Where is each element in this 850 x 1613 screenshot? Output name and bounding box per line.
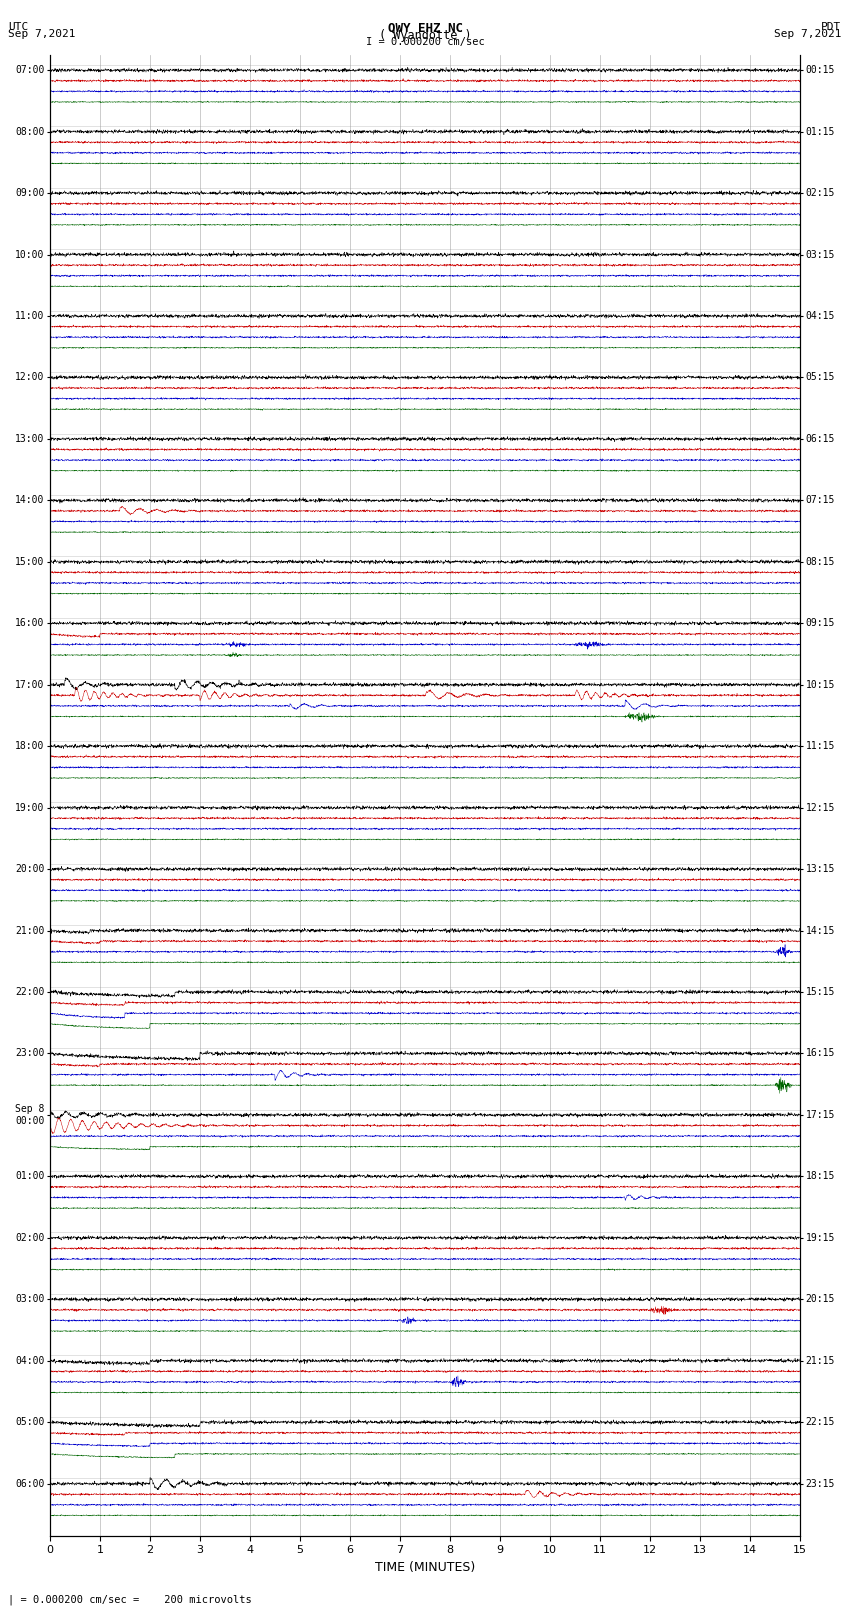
Text: I = 0.000200 cm/sec: I = 0.000200 cm/sec: [366, 37, 484, 47]
Text: QWY EHZ NC: QWY EHZ NC: [388, 23, 462, 35]
Text: ( Wyandotte ): ( Wyandotte ): [379, 29, 471, 42]
X-axis label: TIME (MINUTES): TIME (MINUTES): [375, 1561, 475, 1574]
Text: UTC: UTC: [8, 23, 29, 32]
Text: | = 0.000200 cm/sec =    200 microvolts: | = 0.000200 cm/sec = 200 microvolts: [8, 1594, 252, 1605]
Text: Sep 7,2021: Sep 7,2021: [8, 29, 76, 39]
Text: PDT: PDT: [821, 23, 842, 32]
Text: Sep 7,2021: Sep 7,2021: [774, 29, 842, 39]
